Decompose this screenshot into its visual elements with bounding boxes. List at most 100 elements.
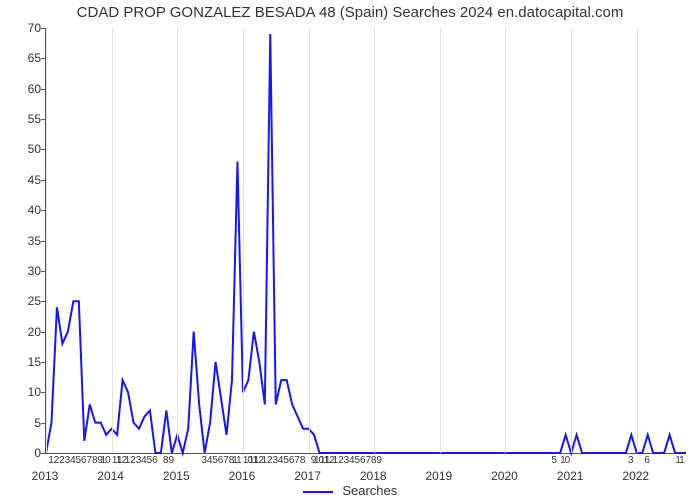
x-minor-label: 6 xyxy=(360,455,365,466)
y-tick-label: 50 xyxy=(5,142,41,156)
x-minor-label: 3 xyxy=(272,455,277,466)
y-tick-label: 55 xyxy=(5,112,41,126)
x-minor-label: 3 xyxy=(65,455,70,466)
x-minor-label: 1 xyxy=(125,455,130,466)
x-major-label: 2018 xyxy=(360,469,387,483)
searches-line xyxy=(46,34,686,453)
y-tick-label: 15 xyxy=(5,355,41,369)
x-major-label: 2022 xyxy=(622,469,649,483)
x-minor-label: 6 xyxy=(218,455,223,466)
y-tick xyxy=(41,453,46,454)
y-tick-label: 60 xyxy=(5,82,41,96)
x-major-label: 2017 xyxy=(294,469,321,483)
x-major-label: 2016 xyxy=(229,469,256,483)
x-major-label: 2019 xyxy=(425,469,452,483)
y-tick xyxy=(41,180,46,181)
plot-area xyxy=(45,28,686,454)
x-minor-label: 4 xyxy=(141,455,146,466)
x-minor-label: 6 xyxy=(644,455,649,466)
y-tick-label: 65 xyxy=(5,51,41,65)
y-tick xyxy=(41,271,46,272)
x-minor-label: 11 xyxy=(232,455,240,466)
y-tick xyxy=(41,210,46,211)
x-minor-label: 7 xyxy=(365,455,370,466)
x-minor-label: 7 xyxy=(294,455,299,466)
y-tick xyxy=(41,89,46,90)
x-major-label: 2021 xyxy=(557,469,584,483)
x-minor-label: 10 xyxy=(560,455,569,466)
y-tick-label: 30 xyxy=(5,264,41,278)
x-minor-label: 8 xyxy=(163,455,168,466)
line-series xyxy=(46,28,686,453)
x-minor-label: 2 xyxy=(59,455,64,466)
x-minor-label: 5 xyxy=(551,455,556,466)
grid-vline xyxy=(177,28,178,453)
x-minor-label: 9 xyxy=(376,455,381,466)
y-tick xyxy=(41,241,46,242)
x-minor-label: 6 xyxy=(289,455,294,466)
x-minor-label: 2 xyxy=(54,455,59,466)
y-tick-label: 10 xyxy=(5,385,41,399)
legend-swatch xyxy=(303,491,333,493)
x-minor-label: 3 xyxy=(201,455,206,466)
y-tick xyxy=(41,28,46,29)
y-tick-label: 20 xyxy=(5,325,41,339)
grid-vline xyxy=(46,28,47,453)
x-minor-label: 4 xyxy=(207,455,212,466)
x-minor-label: 1 xyxy=(333,455,338,466)
x-minor-label: 7 xyxy=(223,455,228,466)
y-tick-label: 45 xyxy=(5,173,41,187)
x-minor-label: 5 xyxy=(355,455,360,466)
x-minor-label: 6 xyxy=(152,455,157,466)
grid-vline xyxy=(637,28,638,453)
legend-label: Searches xyxy=(342,483,397,498)
x-minor-label: 7 xyxy=(86,455,91,466)
x-minor-label: 3 xyxy=(136,455,141,466)
x-minor-label: 5 xyxy=(76,455,81,466)
y-tick-label: 40 xyxy=(5,203,41,217)
x-major-label: 2014 xyxy=(97,469,124,483)
x-minor-label: 2 xyxy=(267,455,272,466)
x-minor-label: 5 xyxy=(147,455,152,466)
chart-title: CDAD PROP GONZALEZ BESADA 48 (Spain) Sea… xyxy=(0,4,700,21)
grid-vline xyxy=(309,28,310,453)
y-tick-label: 70 xyxy=(5,21,41,35)
x-major-label: 2013 xyxy=(32,469,59,483)
y-tick-label: 0 xyxy=(5,446,41,460)
x-minor-label: 4 xyxy=(70,455,75,466)
grid-vline xyxy=(243,28,244,453)
grid-vline xyxy=(112,28,113,453)
x-minor-label: 2 xyxy=(130,455,135,466)
x-minor-label: 5 xyxy=(283,455,288,466)
y-tick xyxy=(41,392,46,393)
x-minor-label: 10 xyxy=(101,455,110,466)
y-tick xyxy=(41,423,46,424)
x-minor-label: 3 xyxy=(628,455,633,466)
x-minor-label: 2 xyxy=(338,455,343,466)
x-minor-label: 5 xyxy=(212,455,217,466)
y-tick xyxy=(41,301,46,302)
grid-vline xyxy=(374,28,375,453)
x-minor-label: 1 xyxy=(262,455,267,466)
x-minor-label: 8 xyxy=(300,455,305,466)
grid-vline xyxy=(505,28,506,453)
x-minor-label: 4 xyxy=(349,455,354,466)
y-tick xyxy=(41,362,46,363)
y-tick-label: 25 xyxy=(5,294,41,308)
y-tick xyxy=(41,58,46,59)
x-minor-label: 8 xyxy=(371,455,376,466)
y-tick xyxy=(41,119,46,120)
grid-vline xyxy=(571,28,572,453)
x-minor-label: 11 xyxy=(675,455,683,466)
y-tick-label: 5 xyxy=(5,416,41,430)
y-tick xyxy=(41,149,46,150)
x-minor-label: 8 xyxy=(92,455,97,466)
grid-vline xyxy=(440,28,441,453)
y-tick xyxy=(41,332,46,333)
chart-container: CDAD PROP GONZALEZ BESADA 48 (Spain) Sea… xyxy=(0,0,700,500)
x-major-label: 2015 xyxy=(163,469,190,483)
x-major-label: 2020 xyxy=(491,469,518,483)
x-minor-label: 1 xyxy=(48,455,53,466)
legend: Searches xyxy=(0,483,700,498)
x-minor-label: 6 xyxy=(81,455,86,466)
